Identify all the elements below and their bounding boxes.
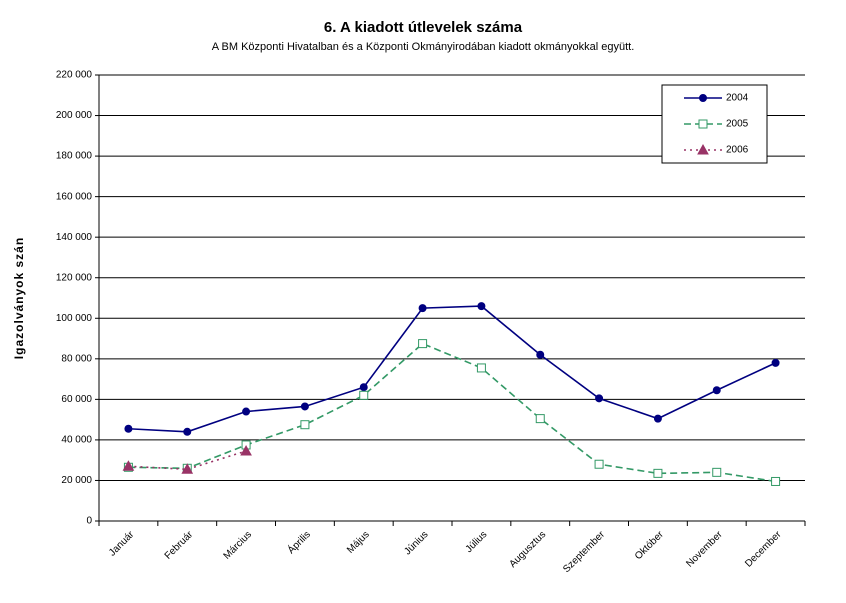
data-point xyxy=(535,414,545,424)
x-tick-label: Április xyxy=(284,528,312,556)
data-point xyxy=(536,350,545,359)
data-point xyxy=(595,394,604,403)
data-point xyxy=(300,402,309,411)
data-point xyxy=(183,427,192,436)
chart-title: 6. A kiadott útlevelek száma xyxy=(324,19,523,36)
data-point xyxy=(476,363,486,373)
x-tick-label: Június xyxy=(402,529,430,557)
y-tick-label: 60 000 xyxy=(61,394,92,405)
data-point xyxy=(477,302,486,311)
data-point xyxy=(653,414,662,423)
y-axis-label: Igazolványok szán xyxy=(12,237,26,359)
x-tick-label: Október xyxy=(633,529,666,562)
data-point xyxy=(181,463,194,474)
x-tick-label: Szeptember xyxy=(561,529,607,575)
legend-label: 2004 xyxy=(726,93,749,104)
data-point xyxy=(771,358,780,367)
x-tick-label: Február xyxy=(163,529,196,562)
legend-marker xyxy=(697,143,709,155)
legend-label: 2006 xyxy=(726,145,749,156)
data-point xyxy=(653,468,663,478)
legend-label: 2005 xyxy=(726,119,749,130)
legend-box xyxy=(661,84,768,164)
data-point xyxy=(359,390,369,400)
x-tick-label: Július xyxy=(464,529,490,555)
series-line xyxy=(128,450,247,471)
y-tick-label: 120 000 xyxy=(56,272,93,283)
data-point xyxy=(712,467,722,477)
y-tick-label: 180 000 xyxy=(56,151,93,162)
y-tick-label: 100 000 xyxy=(56,313,93,324)
data-point xyxy=(240,445,252,456)
y-tick-label: 220 000 xyxy=(56,70,93,81)
series-line xyxy=(128,342,776,483)
data-point xyxy=(300,420,310,430)
data-point xyxy=(771,476,781,486)
data-point xyxy=(242,407,251,416)
y-tick-label: 200 000 xyxy=(56,110,93,121)
data-point xyxy=(124,424,133,433)
data-point xyxy=(712,386,721,395)
x-tick-label: Május xyxy=(345,529,372,556)
x-tick-label: Augusztus xyxy=(507,529,548,570)
x-tick-label: Március xyxy=(222,529,255,562)
data-point xyxy=(418,304,427,313)
y-tick-label: 20 000 xyxy=(61,475,92,486)
y-tick-label: 140 000 xyxy=(56,232,93,243)
data-point xyxy=(418,339,428,349)
data-point xyxy=(594,459,604,469)
data-point xyxy=(122,460,135,471)
series-line xyxy=(128,305,776,433)
legend-marker xyxy=(698,119,708,129)
x-tick-label: November xyxy=(684,529,725,570)
data-point xyxy=(359,383,368,392)
y-tick-label: 0 xyxy=(86,516,92,527)
chart-subtitle: A BM Központi Hivatalban és a Központi O… xyxy=(212,41,635,53)
x-tick-label: Január xyxy=(107,529,137,559)
legend-marker xyxy=(699,94,707,102)
y-tick-label: 80 000 xyxy=(61,353,92,364)
y-tick-label: 40 000 xyxy=(61,435,92,446)
y-tick-label: 160 000 xyxy=(56,191,93,202)
x-tick-label: December xyxy=(743,529,784,570)
